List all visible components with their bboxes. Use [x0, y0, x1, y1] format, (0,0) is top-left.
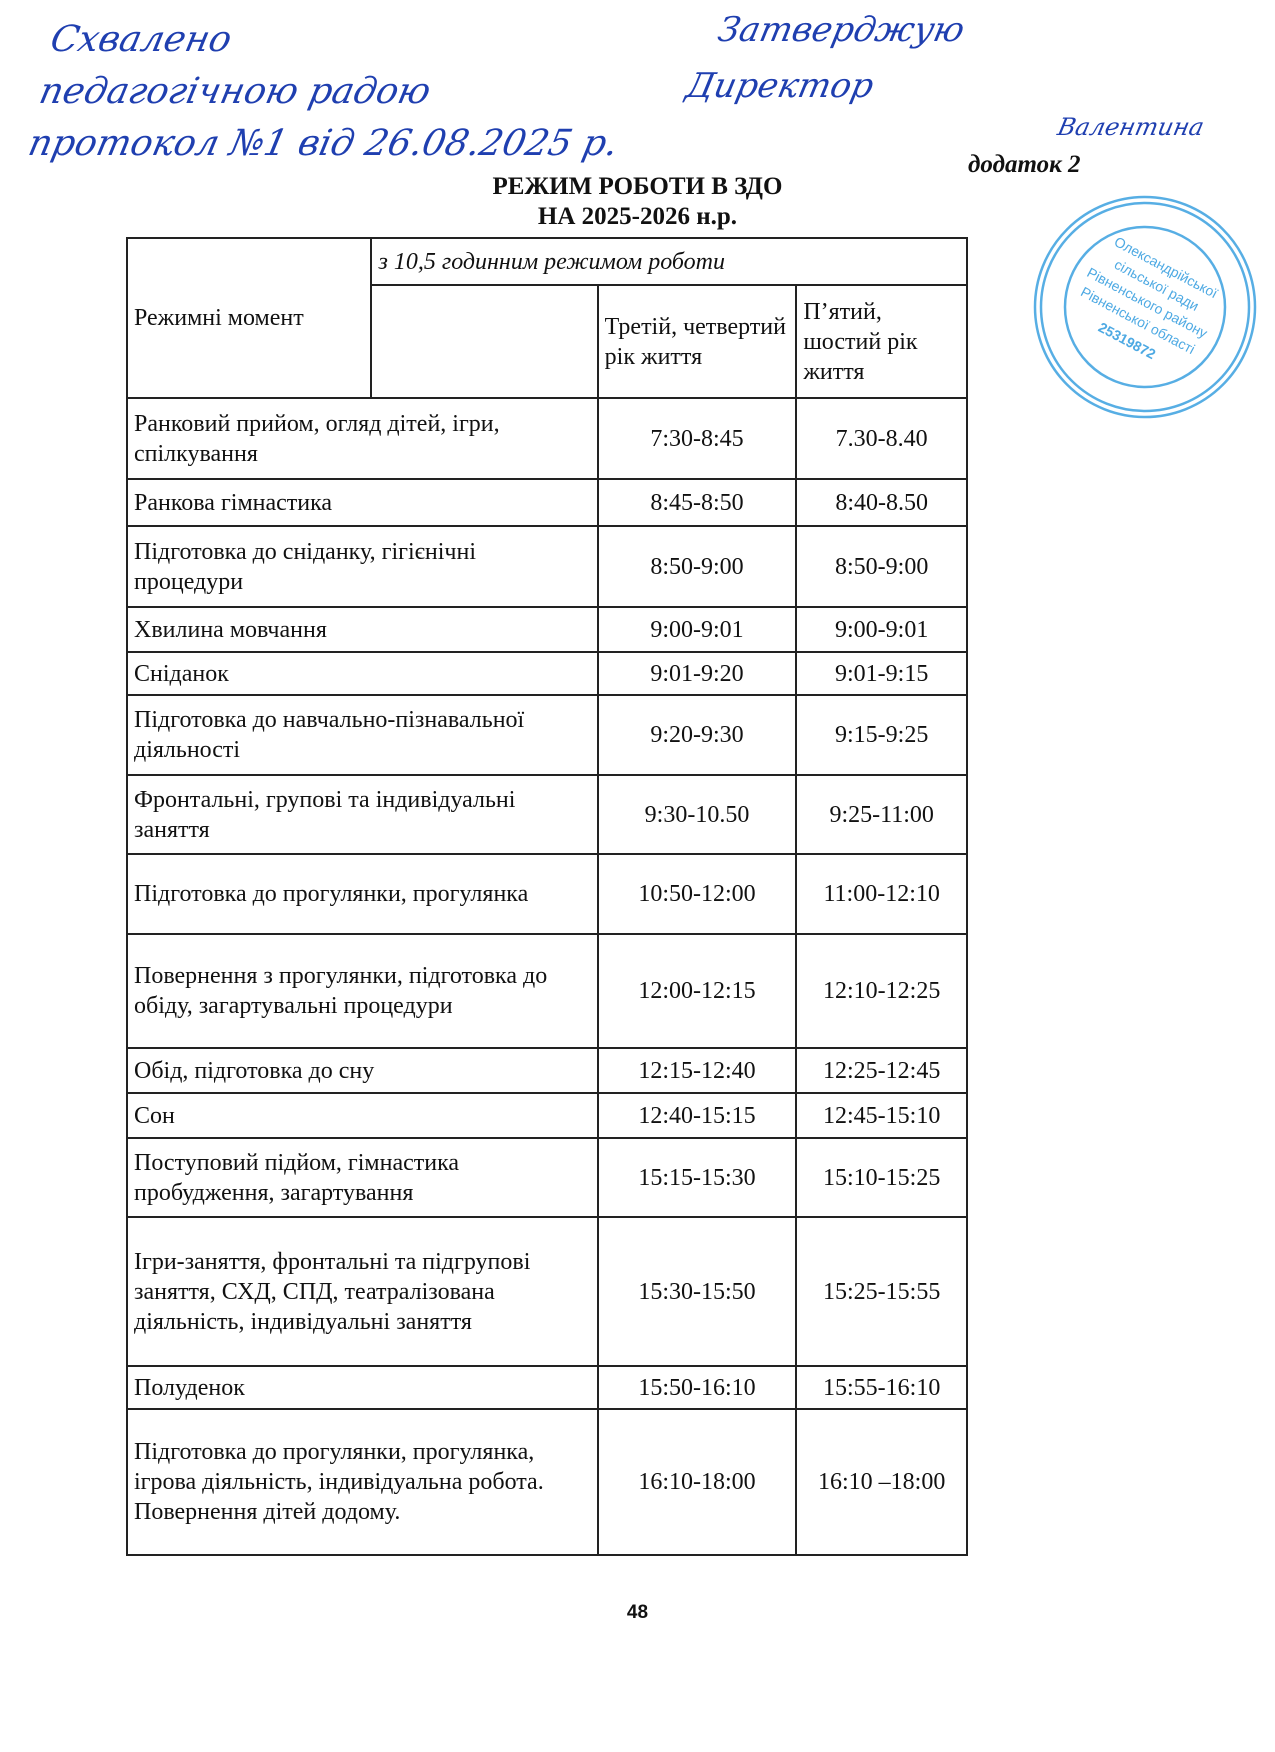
- page-number: 48: [626, 1602, 649, 1623]
- director-signature: Валентина: [1055, 113, 1207, 141]
- moment-cell: Сон: [126, 1092, 599, 1139]
- time-age-1: 9:30-10.50: [596, 774, 798, 855]
- moment-cell: Полуденок: [126, 1365, 599, 1410]
- moment-cell: Підготовка до прогулянки, прогулянка: [126, 853, 599, 935]
- time-age-2: 7.30-8.40: [795, 397, 968, 480]
- moment-cell: Хвилина мовчання: [126, 606, 599, 653]
- title-line-1: РЕЖИМ РОБОТИ В ЗДО: [492, 173, 783, 200]
- moment-cell: Ранкова гімнастика: [126, 478, 599, 527]
- table-row: Ігри-заняття, фронтальні та підгрупові з…: [126, 1216, 968, 1367]
- moment-cell: Підготовка до прогулянки, прогулянка, іг…: [126, 1408, 599, 1556]
- time-age-2: 9:01-9:15: [795, 651, 968, 696]
- time-age-1: 15:30-15:50: [596, 1216, 798, 1367]
- table-row: Фронтальні, групові та індивідуальні зан…: [126, 774, 968, 855]
- time-age-2: 8:40-8.50: [795, 478, 968, 527]
- moment-cell: Ігри-заняття, фронтальні та підгрупові з…: [126, 1216, 599, 1367]
- header-moment: Режимні момент: [125, 237, 373, 399]
- header-empty: [370, 284, 599, 399]
- time-age-1: 9:00-9:01: [596, 606, 798, 653]
- approval-line: Схвалено: [46, 19, 236, 60]
- approval-line: педагогічною радою: [35, 71, 435, 112]
- table-row: Полуденок 15:50-16:10 15:55-16:10: [126, 1365, 968, 1410]
- moment-cell: Підготовка до навчально-пізнавальної дія…: [126, 694, 599, 776]
- time-age-2: 16:10 –18:00: [795, 1408, 968, 1556]
- time-age-2: 9:00-9:01: [795, 606, 968, 653]
- table-row: Сон 12:40-15:15 12:45-15:10: [126, 1092, 968, 1139]
- time-age-1: 12:15-12:40: [596, 1047, 798, 1094]
- time-age-1: 9:20-9:30: [596, 694, 798, 776]
- table-row: Повернення з прогулянки, підготовка до о…: [126, 933, 968, 1049]
- official-stamp: Олександрійської сільської ради Рівненсь…: [1033, 195, 1257, 419]
- time-age-2: 12:10-12:25: [795, 933, 968, 1049]
- header-age-2: П’ятий, шостий рік життя: [795, 284, 968, 399]
- moment-cell: Підготовка до сніданку, гігієнічні проце…: [126, 525, 599, 608]
- table-row: Ранковий прийом, огляд дітей, ігри, спіл…: [126, 397, 968, 480]
- handwritten-director-approval: Затверджую Директор Валентина: [675, 2, 1264, 141]
- time-age-1: 15:50-16:10: [596, 1365, 798, 1410]
- approval-line: протокол №1 від 26.08.2025 р.: [24, 123, 622, 164]
- appendix-label: додаток 2: [968, 151, 1081, 178]
- time-age-1: 12:40-15:15: [596, 1092, 798, 1139]
- time-age-1: 8:50-9:00: [596, 525, 798, 608]
- time-age-2: 15:25-15:55: [795, 1216, 968, 1367]
- handwritten-approval-note: Схвалено педагогічною радою протокол №1 …: [23, 14, 696, 170]
- time-age-1: 16:10-18:00: [596, 1408, 798, 1556]
- time-age-2: 15:55-16:10: [795, 1365, 968, 1410]
- table-row: Поступовий підйом, гімнастика пробудженн…: [126, 1137, 968, 1218]
- moment-cell: Поступовий підйом, гімнастика пробудженн…: [126, 1137, 599, 1218]
- time-age-2: 9:15-9:25: [795, 694, 968, 776]
- table-row: Підготовка до навчально-пізнавальної дія…: [126, 694, 968, 776]
- director-line: Затверджую: [714, 10, 969, 50]
- time-age-2: 12:45-15:10: [795, 1092, 968, 1139]
- moment-cell: Сніданок: [126, 651, 599, 696]
- table-row: Підготовка до прогулянки, прогулянка 10:5…: [126, 853, 968, 935]
- moment-cell: Обід, підготовка до сну: [126, 1047, 599, 1094]
- moment-cell: Ранковий прийом, огляд дітей, ігри, спіл…: [126, 397, 599, 480]
- time-age-2: 11:00-12:10: [795, 853, 968, 935]
- time-age-1: 10:50-12:00: [596, 853, 798, 935]
- time-age-1: 12:00-12:15: [596, 933, 798, 1049]
- time-age-1: 8:45-8:50: [596, 478, 798, 527]
- time-age-2: 9:25-11:00: [795, 774, 968, 855]
- table-row: Підготовка до сніданку, гігієнічні проце…: [126, 525, 968, 608]
- header-mode: з 10,5 годинним режимом роботи: [370, 237, 968, 286]
- page-title: РЕЖИМ РОБОТИ В ЗДО НА 2025-2026 н.р.: [0, 172, 1275, 232]
- table-row: Хвилина мовчання 9:00-9:01 9:00-9:01: [126, 606, 968, 653]
- moment-cell: Фронтальні, групові та індивідуальні зан…: [126, 774, 599, 855]
- table-row: Обід, підготовка до сну 12:15-12:40 12:25-…: [126, 1047, 968, 1094]
- table-row: Підготовка до прогулянки, прогулянка, іг…: [126, 1408, 968, 1556]
- table-row: Сніданок 9:01-9:20 9:01-9:15: [126, 651, 968, 696]
- time-age-1: 9:01-9:20: [596, 651, 798, 696]
- time-age-2: 8:50-9:00: [795, 525, 968, 608]
- table-row: Ранкова гімнастика 8:45-8:50 8:40-8.50: [126, 478, 968, 527]
- time-age-1: 7:30-8:45: [596, 397, 798, 480]
- time-age-1: 15:15-15:30: [596, 1137, 798, 1218]
- time-age-2: 15:10-15:25: [795, 1137, 968, 1218]
- moment-cell: Повернення з прогулянки, підготовка до о…: [126, 933, 599, 1049]
- header-age-1: Третій, четвертий рік життя: [596, 284, 798, 399]
- schedule-table: Режимні момент з 10,5 годинним режимом р…: [125, 237, 968, 1556]
- title-line-2: НА 2025-2026 н.р.: [537, 203, 738, 230]
- time-age-2: 12:25-12:45: [795, 1047, 968, 1094]
- director-line: Директор: [682, 66, 878, 106]
